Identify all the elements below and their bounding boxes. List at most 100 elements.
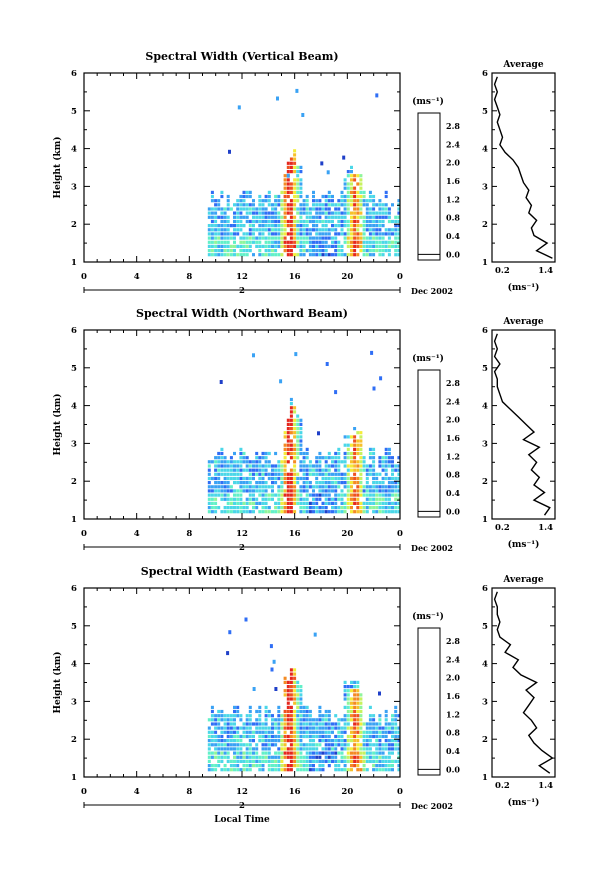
heatmap-cell (242, 451, 246, 456)
heatmap-cell (346, 485, 350, 489)
heatmap-cell (340, 493, 344, 497)
heatmap-cell (226, 219, 230, 224)
heatmap-cell (318, 718, 322, 722)
heatmap-cell (223, 489, 227, 493)
heatmap-cell (331, 739, 334, 743)
heatmap-cell (255, 456, 259, 460)
heatmap-cell (223, 747, 227, 751)
heatmap-cell (293, 668, 297, 672)
heatmap-cell (359, 697, 363, 701)
heatmap-cell (217, 489, 221, 493)
heatmap-cell (362, 747, 366, 751)
heatmap-cell (305, 705, 309, 709)
heatmap-cell (375, 236, 379, 240)
heatmap-cell (391, 714, 394, 718)
heatmap-cell (293, 153, 297, 157)
heatmap-cell (229, 768, 233, 772)
colorbar-tick-label: 2.0 (446, 158, 460, 168)
heatmap-cell (317, 431, 320, 436)
colorbar-tick-label: 0.0 (446, 249, 460, 259)
heatmap-cell (315, 219, 319, 224)
heatmap-cell (359, 747, 363, 751)
heatmap-cell (391, 456, 394, 460)
heatmap-cell (271, 493, 274, 497)
heatmap-cell (372, 718, 376, 722)
x-tick-label: 8 (186, 272, 192, 282)
heatmap-cell (207, 460, 211, 464)
heatmap-cell (293, 240, 297, 244)
heatmap-cell (350, 190, 353, 194)
heatmap-cell (324, 215, 328, 219)
heatmap-cell (350, 730, 353, 734)
heatmap-cell (337, 734, 341, 739)
heatmap-cell (331, 726, 334, 730)
heatmap-cell (283, 464, 287, 468)
heatmap-cell (248, 493, 252, 497)
heatmap-cell (289, 207, 293, 211)
heatmap-cell (299, 232, 303, 236)
heatmap-cell (337, 244, 341, 248)
heatmap-cell (375, 747, 379, 751)
heatmap-cell (280, 253, 284, 257)
heatmap-cell (248, 203, 252, 207)
heatmap-cell (264, 722, 268, 726)
heatmap-cell (255, 211, 259, 215)
heatmap-cell (280, 755, 284, 759)
heatmap-cell (334, 747, 338, 751)
heatmap-cell (353, 510, 357, 514)
heatmap-cell (233, 497, 236, 501)
heatmap-cell (267, 472, 271, 476)
heatmap-cell (299, 178, 303, 182)
date-label: 2 (239, 286, 245, 296)
heatmap-cell (312, 747, 315, 751)
heatmap-cell (267, 726, 271, 730)
heatmap-cell (350, 751, 353, 755)
heatmap-cell (229, 714, 233, 718)
heatmap-cell (289, 443, 293, 447)
heatmap-cell (296, 764, 300, 768)
heatmap-cell (223, 207, 227, 211)
heatmap-cell (350, 170, 353, 174)
heatmap-cell (264, 249, 268, 253)
heatmap-cell (334, 390, 338, 395)
heatmap-cell (384, 739, 388, 743)
heatmap-cell (226, 240, 230, 244)
heatmap-cell (217, 228, 221, 232)
heatmap-cell (283, 447, 287, 451)
heatmap-cell (397, 755, 401, 759)
heatmap-cell (318, 722, 322, 726)
heatmap-cell (384, 476, 388, 481)
heatmap-cell (356, 190, 360, 194)
heatmap-cell (293, 451, 297, 456)
heatmap-cell (305, 476, 309, 481)
heatmap-cell (289, 170, 293, 174)
heatmap-cell (242, 207, 246, 211)
heatmap-cell (387, 460, 391, 464)
heatmap-cell (337, 468, 341, 472)
heatmap-cell (356, 236, 360, 240)
heatmap-cell (279, 379, 283, 384)
heatmap-cell (397, 207, 401, 211)
heatmap-cell (353, 236, 357, 240)
average-title: Average (502, 60, 543, 70)
heatmap-cell (217, 755, 221, 759)
heatmap-cell (245, 464, 249, 468)
heatmap-cell (277, 489, 281, 493)
heatmap-cell (214, 219, 218, 224)
heatmap-cell (381, 764, 385, 768)
heatmap-cell (271, 203, 274, 207)
heatmap-cell (286, 701, 290, 705)
heatmap-cell (264, 207, 268, 211)
heatmap-cell (356, 705, 360, 709)
heatmap-cell (277, 211, 281, 215)
heatmap-cell (270, 667, 274, 672)
heatmap-cell (356, 253, 360, 257)
y-tick-label: 4 (71, 660, 77, 670)
heatmap-cell (327, 489, 331, 493)
heatmap-cell (368, 236, 372, 240)
heatmap-cell (315, 253, 319, 257)
heatmap-cell (331, 460, 334, 464)
heatmap-cell (359, 194, 363, 199)
heatmap-cell (346, 236, 350, 240)
